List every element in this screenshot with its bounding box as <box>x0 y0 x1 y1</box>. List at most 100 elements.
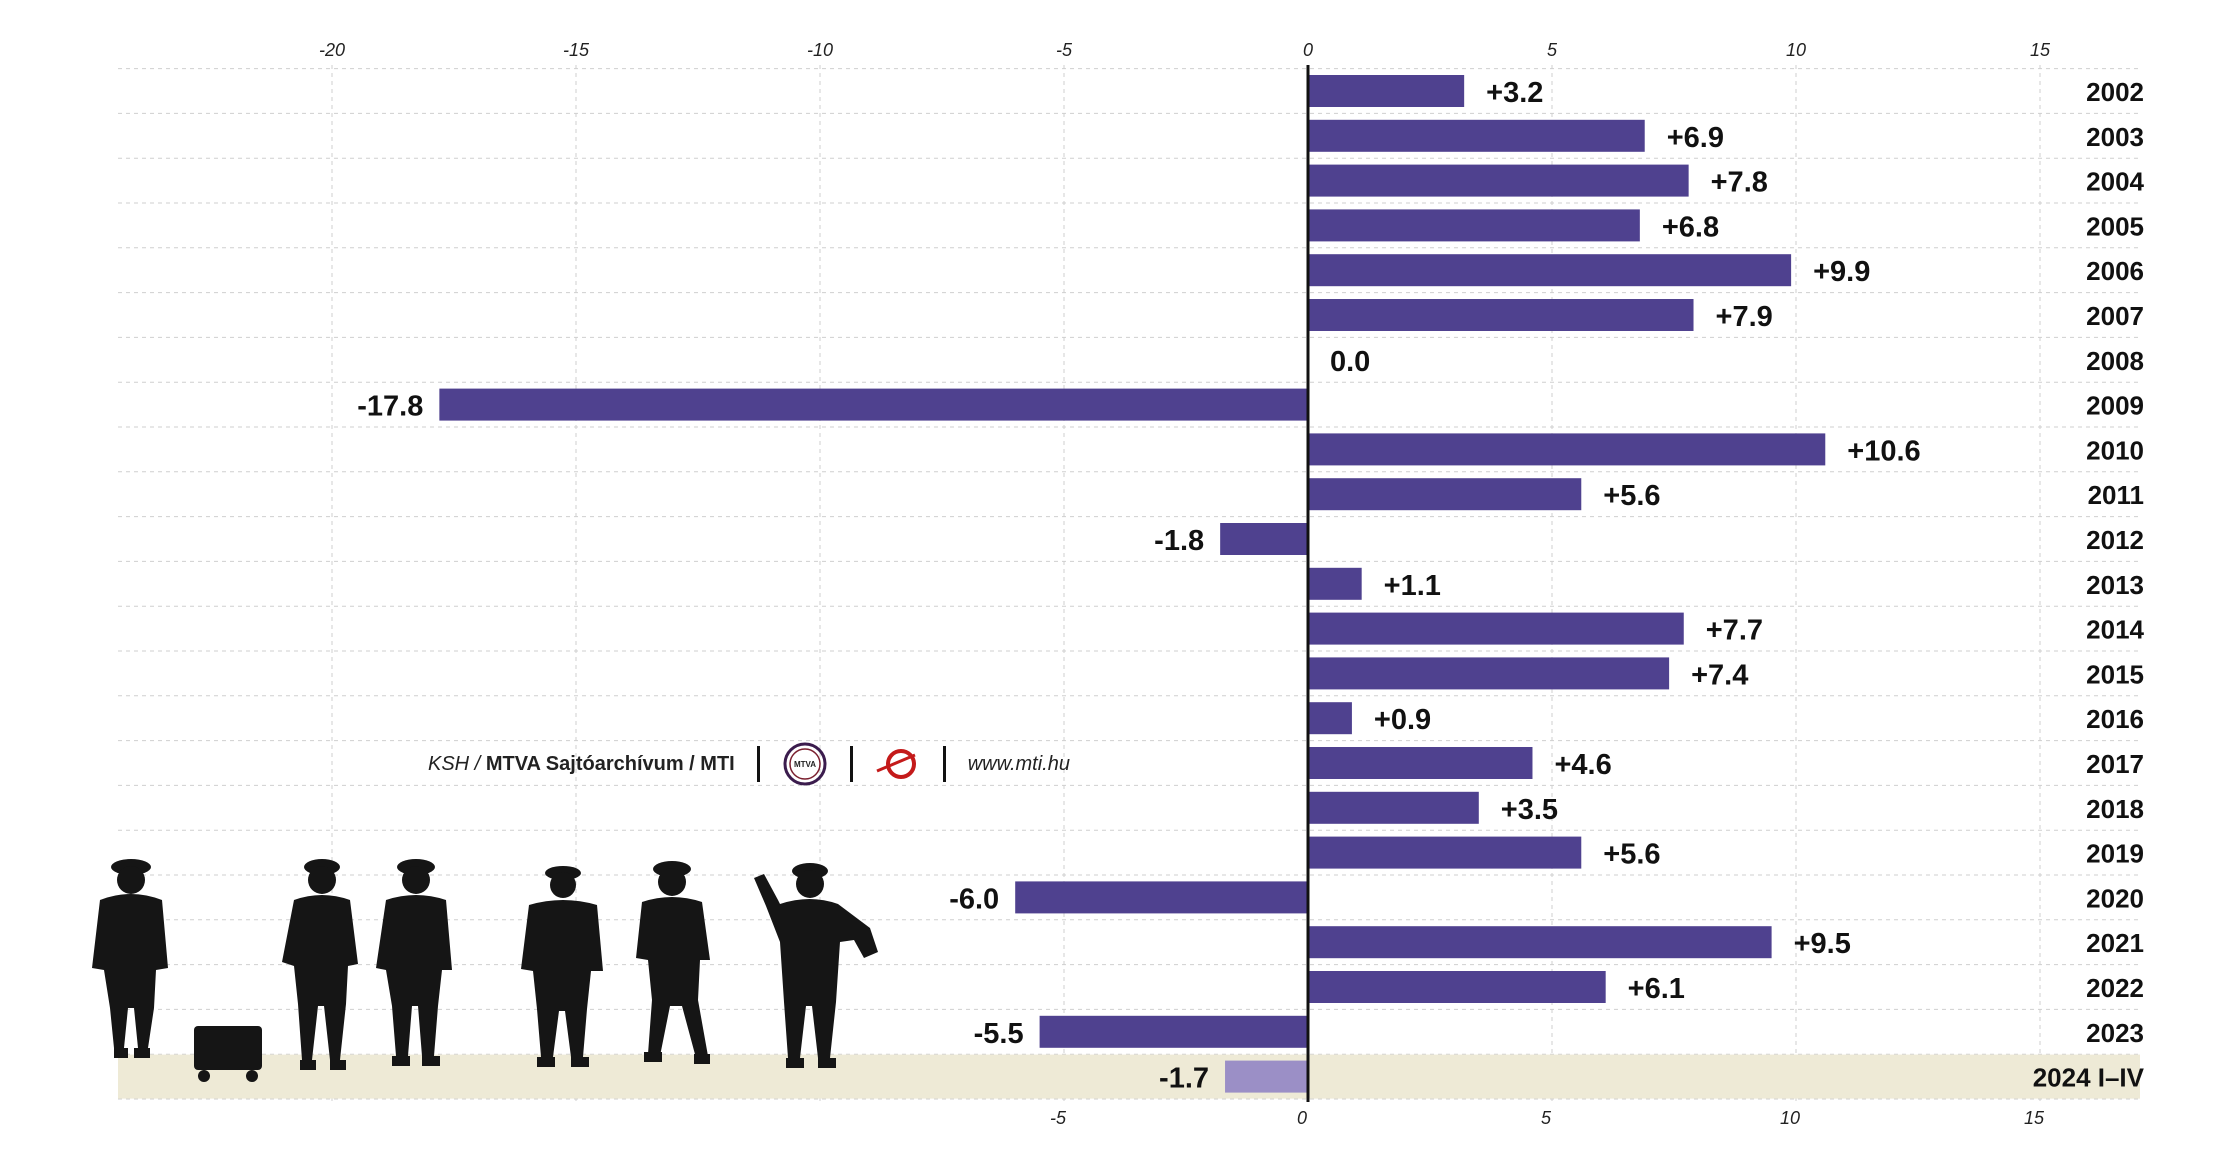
year-label: 2016 <box>2086 704 2144 734</box>
bar-2014 <box>1308 612 1684 645</box>
worker-figure <box>636 861 710 1064</box>
bar-2006 <box>1308 254 1792 287</box>
value-label: +3.2 <box>1486 77 1543 109</box>
bottom-axis-tick-label: 10 <box>1780 1108 1800 1128</box>
bar-2017 <box>1308 747 1533 779</box>
bar-2019 <box>1308 836 1582 869</box>
year-label: 2020 <box>2086 883 2144 913</box>
bar-2016 <box>1308 702 1352 735</box>
welding-machine <box>194 1026 262 1082</box>
bottom-axis-tick-label: 15 <box>2024 1108 2045 1128</box>
source-text: KSH / MTVA Sajtóarchívum / MTI <box>428 752 735 775</box>
bar-2022 <box>1308 971 1606 1003</box>
bar-2009 <box>439 388 1308 421</box>
worker-figure <box>521 866 603 1067</box>
top-axis-tick-label: 5 <box>1547 40 1558 60</box>
website-url: www.mti.hu <box>967 752 1070 775</box>
worker-figure <box>754 863 878 1068</box>
value-label: +10.6 <box>1847 435 1920 467</box>
year-label: 2008 <box>2086 346 2144 376</box>
year-label: 2009 <box>2086 391 2144 421</box>
year-label: 2004 <box>2086 167 2144 197</box>
year-label: 2018 <box>2086 794 2144 824</box>
value-label: +5.6 <box>1603 480 1660 512</box>
value-label: -5.5 <box>974 1018 1024 1050</box>
year-label: 2006 <box>2086 256 2144 286</box>
year-label: 2010 <box>2086 435 2144 465</box>
mtva-logo: MTVA <box>783 742 827 786</box>
value-label: +3.5 <box>1501 794 1558 826</box>
bar-2004 <box>1308 164 1689 197</box>
top-axis-tick-label: 15 <box>2030 40 2051 60</box>
bar-2023 <box>1039 1015 1308 1048</box>
svg-text:MTVA: MTVA <box>794 760 816 769</box>
value-label: +1.1 <box>1384 570 1441 602</box>
year-label: 2021 <box>2086 928 2144 958</box>
top-axis-tick-label: -15 <box>563 40 590 60</box>
top-axis-tick-label: -5 <box>1056 40 1073 60</box>
year-label: 2002 <box>2086 77 2144 107</box>
value-label: -17.8 <box>357 391 423 423</box>
value-label: +7.4 <box>1691 659 1748 691</box>
year-label: 2019 <box>2086 839 2144 869</box>
value-label: +5.6 <box>1603 839 1660 871</box>
mti-logo <box>876 749 916 779</box>
value-label: +0.9 <box>1374 704 1431 736</box>
bottom-axis-tick-label: 0 <box>1297 1108 1307 1128</box>
bar-2018 <box>1308 791 1479 824</box>
value-label: +7.7 <box>1706 615 1763 647</box>
workers-silhouette-illustration <box>92 859 878 1082</box>
worker-figure <box>376 859 452 1066</box>
bar-2003 <box>1308 119 1645 152</box>
bar-2010 <box>1308 433 1826 466</box>
value-label: +9.5 <box>1794 928 1851 960</box>
labels: +3.2 2002 +6.9 2003 +7.8 2004 +6.8 2005 +9.9 2006… <box>357 77 2144 1095</box>
source-credits: KSH / MTVA Sajtóarchívum / MTI MTVA www.… <box>428 742 1070 786</box>
value-label: -1.8 <box>1154 525 1204 557</box>
bottom-axis-tick-label: 5 <box>1541 1108 1552 1128</box>
bar-2005 <box>1308 209 1640 242</box>
bar-2007 <box>1308 299 1694 331</box>
value-label: 0.0 <box>1330 346 1370 378</box>
value-label: +9.9 <box>1813 256 1870 288</box>
top-axis-tick-label: 0 <box>1303 40 1313 60</box>
bar-2012 <box>1220 523 1308 555</box>
year-label: 2024 I–IV <box>2033 1063 2145 1093</box>
year-label: 2012 <box>2086 525 2144 555</box>
worker-figure <box>282 859 358 1070</box>
bar-2021 <box>1308 926 1772 959</box>
separator <box>756 746 760 782</box>
value-label: -6.0 <box>949 883 999 915</box>
bar-2020 <box>1015 881 1308 914</box>
value-label: +7.8 <box>1711 167 1768 199</box>
year-label: 2013 <box>2086 570 2144 600</box>
top-axis-tick-label: 10 <box>1786 40 1806 60</box>
bar-2015 <box>1308 657 1670 690</box>
value-label: +6.8 <box>1662 211 1719 243</box>
year-label: 2005 <box>2086 211 2144 241</box>
top-axis-tick-label: -10 <box>807 40 833 60</box>
separator <box>849 746 853 782</box>
bottom-axis-tick-label: -5 <box>1050 1108 1067 1128</box>
separator <box>942 746 946 782</box>
worker-figure <box>92 859 168 1058</box>
bar-2013 <box>1308 567 1362 600</box>
highlight-band <box>118 1054 2140 1099</box>
year-label: 2011 <box>2088 480 2144 510</box>
bar-2011 <box>1308 478 1582 511</box>
year-label: 2015 <box>2086 659 2144 689</box>
year-label: 2014 <box>2086 615 2144 645</box>
top-axis-tick-label: -20 <box>319 40 345 60</box>
bars <box>439 75 1826 1093</box>
value-label: +6.9 <box>1667 122 1724 154</box>
year-label: 2022 <box>2086 973 2144 1003</box>
value-label: +7.9 <box>1716 301 1773 333</box>
year-label: 2023 <box>2086 1018 2144 1048</box>
bar-2002 <box>1308 75 1465 107</box>
value-label: +4.6 <box>1554 749 1611 781</box>
value-label: -1.7 <box>1159 1063 1209 1095</box>
year-label: 2003 <box>2086 122 2144 152</box>
value-label: +6.1 <box>1628 973 1685 1005</box>
bar-2024 <box>1225 1060 1308 1093</box>
